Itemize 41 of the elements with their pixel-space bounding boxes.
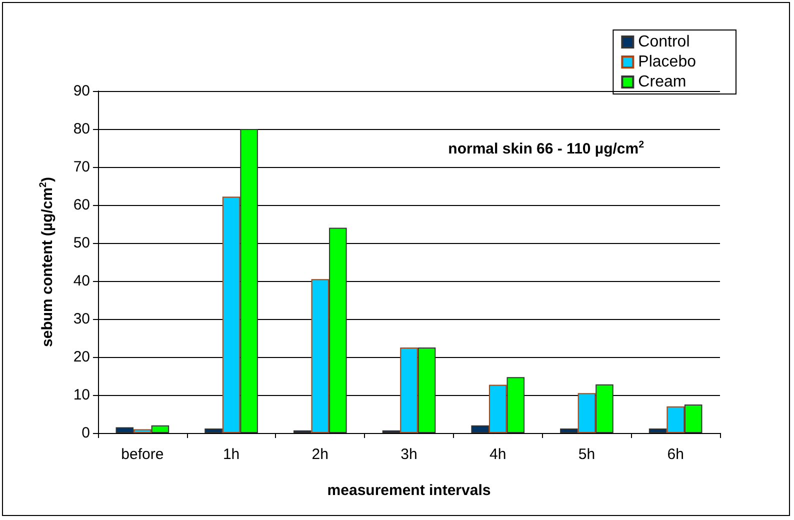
bar <box>648 428 667 433</box>
y-tick-label: 70 <box>73 158 90 176</box>
legend-label: Cream <box>638 74 686 90</box>
bar <box>240 129 258 433</box>
y-tick-label: 30 <box>73 310 90 328</box>
x-axis-title: measurement intervals <box>327 482 491 499</box>
x-tick-label: 6h <box>667 446 684 463</box>
legend-label: Placebo <box>638 54 696 70</box>
y-tick-label: 20 <box>73 348 90 366</box>
y-tick-label: 10 <box>73 386 90 404</box>
bar <box>400 348 418 433</box>
y-axis-title: sebum content (µg/cm2) <box>38 177 56 347</box>
bar <box>560 428 578 433</box>
x-tick-label: 5h <box>578 446 596 463</box>
y-tick-label: 40 <box>73 272 90 290</box>
bar <box>134 429 152 433</box>
x-tick-label: 2h <box>312 446 328 463</box>
bar <box>488 384 507 433</box>
bar <box>684 404 702 433</box>
bar <box>578 393 596 433</box>
x-tick-label: 1h <box>222 446 240 463</box>
bar <box>418 348 436 433</box>
bar <box>222 196 240 433</box>
x-tick-label: 3h <box>400 446 418 463</box>
bar <box>329 228 347 433</box>
bar <box>116 427 134 433</box>
legend-label: Control <box>638 34 690 50</box>
x-tick-label: before <box>121 446 164 463</box>
y-tick-label: 60 <box>73 196 90 214</box>
bar <box>506 377 525 433</box>
bar <box>666 406 684 433</box>
bar <box>596 384 614 433</box>
y-tick-label: 0 <box>82 424 90 442</box>
bar <box>204 428 222 433</box>
y-tick-label: 90 <box>73 82 90 100</box>
x-tick-label: 4h <box>490 446 506 463</box>
bar <box>471 425 489 433</box>
bar <box>151 425 170 433</box>
bar <box>311 279 330 433</box>
y-tick-label: 50 <box>73 234 90 252</box>
y-tick-label: 80 <box>73 120 90 138</box>
